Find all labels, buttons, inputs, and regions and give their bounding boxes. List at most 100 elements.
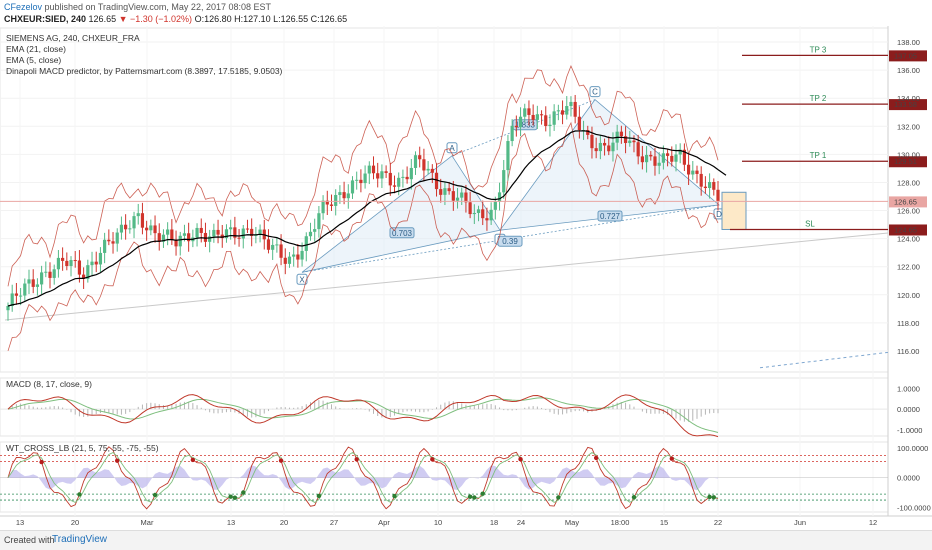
candle-body xyxy=(670,155,674,162)
time-tick: 13 xyxy=(16,518,24,527)
pattern-point-badge xyxy=(446,142,458,154)
candle-body xyxy=(514,125,518,128)
pattern-xd-line xyxy=(301,204,720,273)
candle-body xyxy=(44,271,48,273)
wt-cross-dot xyxy=(711,495,716,500)
time-tick: 10 xyxy=(434,518,442,527)
candle-body xyxy=(220,234,224,239)
candle-body xyxy=(434,172,439,190)
candle-body xyxy=(65,260,69,267)
projection-line xyxy=(759,351,889,369)
upper-band xyxy=(7,64,719,287)
candle-body xyxy=(640,156,644,163)
candle-body xyxy=(98,252,103,265)
candle-body xyxy=(296,254,300,260)
candle-body xyxy=(384,171,388,173)
candle-body xyxy=(527,108,531,115)
candle-body xyxy=(140,213,145,228)
candle-body xyxy=(531,114,535,120)
candle-body xyxy=(145,227,149,231)
candle-body xyxy=(308,231,313,237)
ema-21-line xyxy=(7,130,719,307)
publish-info: published on TradingView.com, May 22, 20… xyxy=(42,2,271,12)
legend-ema5: EMA (5, close) xyxy=(6,55,61,65)
publish-header: CFezelov published on TradingView.com, M… xyxy=(0,0,932,26)
pattern-point-label: D xyxy=(716,210,722,219)
candle-body xyxy=(468,202,472,215)
candle-body xyxy=(682,149,686,165)
candle-body xyxy=(86,265,90,279)
candle-body xyxy=(422,159,426,171)
candle-body xyxy=(170,229,174,240)
price-tick: 118.00 xyxy=(897,319,919,328)
candle-body xyxy=(464,192,468,203)
candle-body xyxy=(359,179,363,184)
wt-tick: 100.0000 xyxy=(897,444,928,453)
candle-body xyxy=(107,239,111,242)
candle-body xyxy=(241,228,245,239)
target-price-label: 124.65 xyxy=(894,225,917,234)
wt-tick: -100.0000 xyxy=(897,504,931,513)
candle-body xyxy=(119,224,124,233)
wt-cross-dot xyxy=(631,495,637,500)
candle-body xyxy=(229,227,233,230)
candle-body xyxy=(321,200,325,214)
candle-body xyxy=(489,209,493,221)
candle-body xyxy=(250,228,254,236)
target-price-tag xyxy=(889,156,927,168)
target-price-tag xyxy=(889,50,927,62)
candle-body xyxy=(657,162,661,166)
candle-body xyxy=(623,136,628,144)
candle-body xyxy=(338,192,342,196)
candle-body xyxy=(535,114,539,120)
candle-body xyxy=(699,173,703,187)
candle-body xyxy=(157,233,161,242)
candle-body xyxy=(602,142,607,146)
tradingview-logo[interactable]: TradingView xyxy=(52,534,108,545)
wt-cross-dot xyxy=(467,494,473,499)
candle-body xyxy=(115,232,119,244)
candle-body xyxy=(124,224,128,230)
target-name: TP 3 xyxy=(810,45,827,54)
ema-21-tail xyxy=(717,169,727,176)
wt-cross-dot xyxy=(77,492,82,497)
candle-body xyxy=(27,279,31,284)
wt2-line xyxy=(7,451,719,503)
created-with-label: Created with xyxy=(4,535,55,545)
legend-ema21: EMA (21, close) xyxy=(6,44,66,54)
candle-body xyxy=(506,141,510,171)
candle-body xyxy=(132,216,136,229)
candle-body xyxy=(355,179,359,181)
candle-body xyxy=(653,156,657,166)
time-tick: Mar xyxy=(141,518,154,527)
candle-body xyxy=(678,149,682,155)
macd-pane-title: MACD (8, 17, close, 9) xyxy=(6,379,92,389)
price-tick: 120.00 xyxy=(897,291,920,300)
candle-body xyxy=(552,111,556,125)
price-change: ▼ −1.30 (−1.02%) xyxy=(118,14,193,24)
wt-cross-dot xyxy=(39,459,44,465)
wt-difference-area xyxy=(8,465,718,491)
candle-body xyxy=(208,236,212,242)
ratio-label: 0.703 xyxy=(392,229,413,238)
candle-body xyxy=(447,188,451,192)
candle-body xyxy=(371,165,376,174)
candle-body xyxy=(258,229,262,235)
candle-body xyxy=(19,295,23,297)
candle-body xyxy=(594,148,598,152)
candle-body xyxy=(329,204,334,206)
author-link[interactable]: CFezelov xyxy=(4,2,43,12)
wt-cross-dot xyxy=(190,457,196,463)
candle-body xyxy=(413,155,418,168)
candle-body xyxy=(397,177,401,187)
candle-body xyxy=(325,200,329,205)
candle-body xyxy=(392,185,397,187)
ratio-label: 1.833 xyxy=(515,121,536,130)
time-tick: 18 xyxy=(490,518,498,527)
candle-body xyxy=(598,142,602,152)
last-price-label: 126.65 xyxy=(894,197,917,206)
candle-body xyxy=(94,261,98,265)
candle-body xyxy=(443,188,447,195)
target-name: TP 2 xyxy=(810,94,827,103)
